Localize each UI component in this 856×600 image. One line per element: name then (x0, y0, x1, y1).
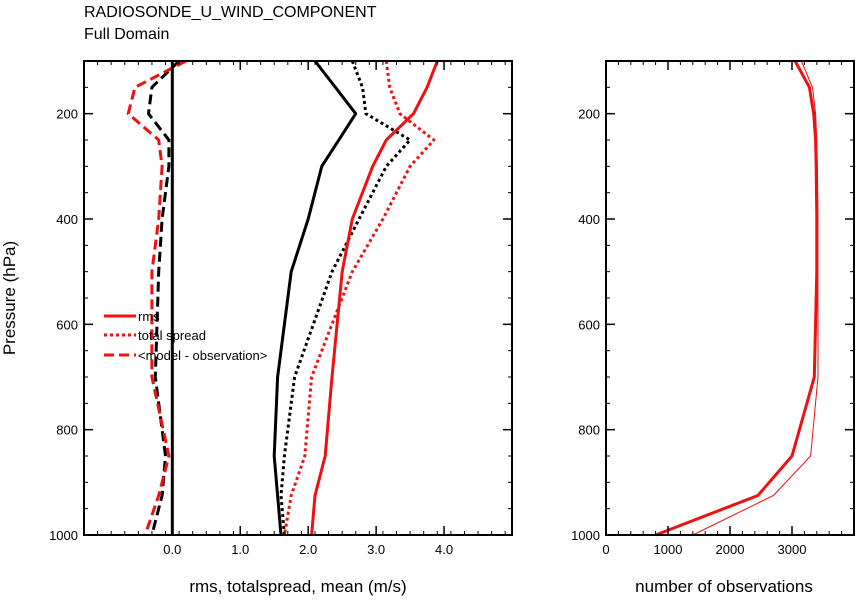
left-plot: rms total spread <model - observation> 0… (0, 59, 513, 596)
left-x-tick-label: 2.0 (299, 542, 317, 557)
legend-label-mean: <model - observation> (138, 348, 267, 363)
left-y-tick-label: 600 (56, 317, 78, 332)
left-tick-group: 0.0 1.0 2.0 3.0 4.0 200 400 600 800 1000 (49, 60, 512, 557)
left-x-tick-label: 4.0 (435, 542, 453, 557)
right-x-tick-label: 3000 (778, 542, 807, 557)
left-x-tick-label: 1.0 (231, 542, 249, 557)
right-series-group (655, 60, 819, 537)
legend-label-rms: rms (138, 309, 160, 324)
right-series-line-1 (692, 60, 819, 536)
right-x-tick-label: 2000 (716, 542, 745, 557)
left-y-tick-label: 200 (56, 107, 78, 122)
left-x-tick-label: 0.0 (163, 542, 181, 557)
left-y-tick-label: 1000 (49, 528, 78, 543)
left-series-line-2 (147, 59, 181, 536)
left-y-tick-label: 800 (56, 423, 78, 438)
left-series-line-1 (279, 60, 412, 536)
left-series-line-5 (126, 59, 187, 536)
chart-subtitle: Full Domain (84, 26, 169, 43)
left-series-line-3 (310, 60, 439, 536)
left-y-tick-label: 400 (56, 212, 78, 227)
left-x-axis-label: rms, totalspread, mean (m/s) (189, 577, 406, 596)
right-x-tick-label: 0 (602, 542, 609, 557)
right-series-line-0 (655, 60, 819, 537)
legend-label-total-spread: total spread (138, 328, 206, 343)
right-y-tick-label: 200 (578, 107, 600, 122)
right-y-tick-label: 600 (578, 317, 600, 332)
left-series-line-0 (272, 60, 358, 536)
left-series-line-4 (282, 60, 436, 536)
left-x-tick-label: 3.0 (367, 542, 385, 557)
legend: rms total spread <model - observation> (104, 309, 267, 363)
right-y-tick-label: 1000 (571, 528, 600, 543)
right-x-tick-label: 1000 (654, 542, 683, 557)
right-y-tick-label: 800 (578, 423, 600, 438)
left-series-group (126, 59, 439, 536)
right-y-tick-label: 400 (578, 212, 600, 227)
chart-title: RADIOSONDE_U_WIND_COMPONENT (84, 4, 377, 21)
right-x-axis-label: number of observations (635, 577, 813, 596)
y-axis-label: Pressure (hPa) (0, 241, 19, 355)
